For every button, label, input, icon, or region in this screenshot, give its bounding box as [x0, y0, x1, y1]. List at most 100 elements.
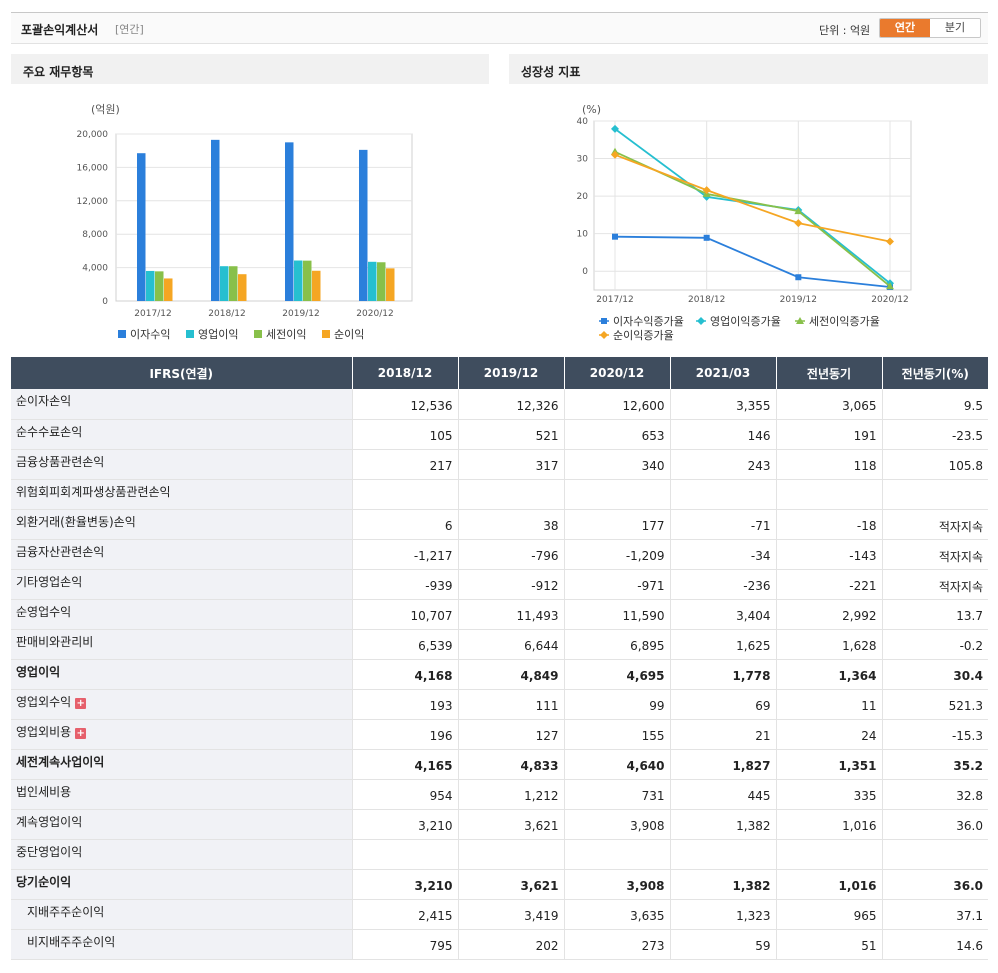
- bar-1-3: [368, 261, 377, 301]
- row-label-text: 판매비와관리비: [16, 634, 94, 649]
- row-label: 금융상품관련손익: [11, 449, 353, 480]
- row-label[interactable]: 영업외수익 +: [11, 689, 353, 720]
- table-header-row: IFRS(연결) 2018/12 2019/12 2020/12 2021/03 전년동기…: [11, 357, 988, 389]
- line-legend-marker: [601, 318, 607, 324]
- bar-0-1: [211, 139, 220, 301]
- bar-x-tick-label: 2018/12: [208, 309, 245, 319]
- table-row: 순이자손익 12,536 12,326 12,600 3,355 3,065 9.5: [11, 389, 988, 420]
- table-row: 비지배주주순이익 795 202 273 59 51 14.6: [11, 929, 988, 960]
- table-cell: 118: [776, 449, 883, 480]
- table-cell: -0.2: [882, 629, 988, 660]
- period-toggle: 연간 분기: [879, 18, 981, 38]
- table-cell: 731: [564, 779, 671, 810]
- table-cell: 11,493: [458, 599, 565, 630]
- table-cell: 36.0: [882, 869, 988, 900]
- bar-legend-label: 이자수익: [130, 328, 170, 341]
- table-cell: 13.7: [882, 599, 988, 630]
- table-cell: 1,628: [776, 629, 883, 660]
- line-point-2-3: [886, 282, 894, 290]
- table-cell: 적자지속: [882, 509, 988, 540]
- line-chart: (%) 0 10 20 30 40 2017/12 2018/12 2019/12 2020/12…: [577, 103, 912, 342]
- row-label-text: 금융자산관련손익: [16, 544, 105, 559]
- line-y-tick-label: 0: [582, 267, 588, 277]
- row-label: 중단영업이익: [11, 839, 353, 870]
- table-row: 위험회피회계파생상품관련손익: [11, 479, 988, 510]
- row-label: 위험회피회계파생상품관련손익: [11, 479, 353, 510]
- table-cell: 38: [458, 509, 565, 540]
- table-cell: 35.2: [882, 749, 988, 780]
- table-row: 판매비와관리비 6,539 6,644 6,895 1,625 1,628 -0.2: [11, 629, 988, 660]
- table-cell: 1,212: [458, 779, 565, 810]
- line-legend-label: 세전이익증가율: [809, 315, 880, 328]
- line-x-tick-label: 2017/12: [596, 295, 633, 305]
- table-cell: 1,382: [670, 809, 777, 840]
- row-label-text: 비지배주주순이익: [27, 934, 116, 949]
- row-label-text: 지배주주순이익: [27, 904, 105, 919]
- table-cell: 3,908: [564, 869, 671, 900]
- bar-1-0: [146, 270, 155, 301]
- line-point-2-2: [794, 207, 803, 215]
- column-header-period: 전년동기: [776, 357, 883, 389]
- line-y-tick-label: 30: [577, 155, 589, 165]
- statement-title: 포괄손익계산서: [21, 23, 99, 37]
- row-label-text: 외환거래(환율변동)손익: [16, 514, 136, 529]
- bar-y-tick-label: 20,000: [77, 130, 109, 140]
- bar-legend-swatch: [118, 330, 126, 338]
- bar-2-0: [155, 271, 164, 301]
- table-cell: 335: [776, 779, 883, 810]
- bar-0-0: [137, 153, 146, 301]
- row-label-text: 영업이익: [16, 664, 61, 679]
- table-cell: -23.5: [882, 419, 988, 450]
- row-label: 계속영업이익: [11, 809, 353, 840]
- table-cell: 12,536: [352, 389, 459, 420]
- table-cell: 3,210: [352, 869, 459, 900]
- line-series-0: [614, 235, 891, 288]
- statement-header: 포괄손익계산서 [연간] 단위 : 억원 연간 분기: [11, 12, 988, 44]
- tab-annual[interactable]: 연간: [880, 19, 930, 37]
- expand-plus-icon[interactable]: +: [75, 727, 87, 739]
- table-row: 영업이익 4,168 4,849 4,695 1,778 1,364 30.4: [11, 659, 988, 690]
- expand-plus-icon[interactable]: +: [75, 697, 87, 709]
- table-row: 지배주주순이익 2,415 3,419 3,635 1,323 965 37.1: [11, 899, 988, 930]
- table-cell: 177: [564, 509, 671, 540]
- line-point-0-2: [795, 274, 802, 281]
- line-y-tick-label: 40: [577, 117, 589, 127]
- table-cell: 273: [564, 929, 671, 960]
- table-cell: 적자지속: [882, 569, 988, 600]
- row-label-text: 순수수료손익: [16, 424, 83, 439]
- table-cell: 51: [776, 929, 883, 960]
- line-x-tick-label: 2018/12: [688, 295, 725, 305]
- row-label[interactable]: 영업외비용 +: [11, 719, 353, 750]
- table-cell: 191: [776, 419, 883, 450]
- table-cell: -221: [776, 569, 883, 600]
- table-cell: 3,908: [564, 809, 671, 840]
- line-series-1: [614, 128, 891, 284]
- line-point-3-3: [886, 237, 894, 246]
- table-cell: -912: [458, 569, 565, 600]
- table-cell: 6,895: [564, 629, 671, 660]
- table-row: 금융자산관련손익 -1,217 -796 -1,209 -34 -143 적자지속: [11, 539, 988, 570]
- table-cell: 954: [352, 779, 459, 810]
- tab-quarter[interactable]: 분기: [930, 19, 980, 37]
- table-row: 순영업수익 10,707 11,493 11,590 3,404 2,992 13.7: [11, 599, 988, 630]
- bar-y-axis-label: (억원): [91, 103, 120, 116]
- table-cell: 3,065: [776, 389, 883, 420]
- table-cell: 3,419: [458, 899, 565, 930]
- table-cell: 32.8: [882, 779, 988, 810]
- table-cell: 340: [564, 449, 671, 480]
- table-cell: 3,621: [458, 809, 565, 840]
- bar-0-3: [359, 149, 368, 301]
- table-cell: [352, 479, 459, 510]
- table-cell: -1,217: [352, 539, 459, 570]
- income-statement-table: IFRS(연결) 2018/12 2019/12 2020/12 2021/03 전년동기…: [11, 357, 988, 960]
- bar-y-tick-label: 8,000: [82, 230, 108, 240]
- table-cell: [564, 479, 671, 510]
- table-cell: -971: [564, 569, 671, 600]
- table-cell: 2,992: [776, 599, 883, 630]
- table-cell: 202: [458, 929, 565, 960]
- bar-y-tick-label: 16,000: [77, 163, 109, 173]
- table-cell: 10,707: [352, 599, 459, 630]
- table-cell: -236: [670, 569, 777, 600]
- line-y-tick-label: 20: [577, 192, 589, 202]
- table-cell: 4,640: [564, 749, 671, 780]
